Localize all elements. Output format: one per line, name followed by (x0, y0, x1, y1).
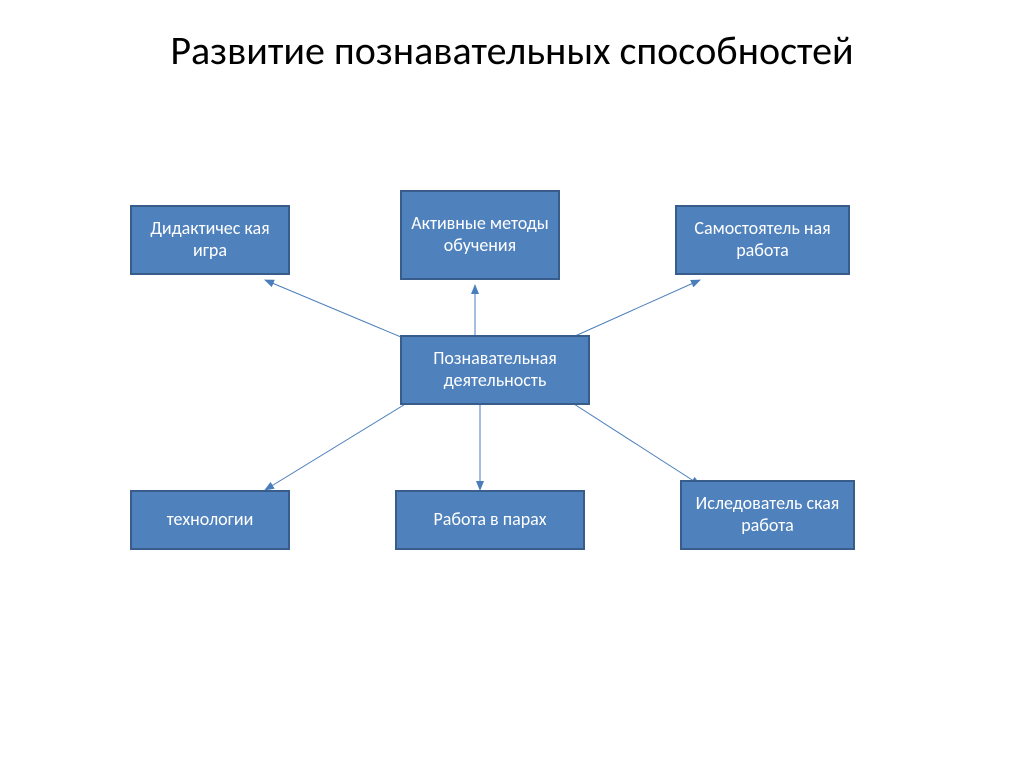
diagram-edge-5 (560, 395, 700, 485)
diagram-node-bot3: Иследователь ская работа (680, 480, 855, 550)
diagram-node-top2: Активные методы обучения (400, 190, 560, 280)
diagram-node-top3: Самостоятель ная работа (675, 205, 850, 275)
slide: Развитие познавательных способностей Поз… (0, 0, 1024, 768)
slide-title: Развитие познавательных способностей (0, 28, 1024, 74)
diagram-node-top1: Дидактичес кая игра (130, 205, 290, 275)
diagram-node-center: Познавательная деятельность (400, 335, 590, 405)
diagram-edge-0 (265, 280, 420, 345)
diagram-node-bot1: технологии (130, 490, 290, 550)
diagram-node-bot2: Работа в парах (395, 490, 585, 550)
diagram-edge-3 (265, 395, 420, 490)
